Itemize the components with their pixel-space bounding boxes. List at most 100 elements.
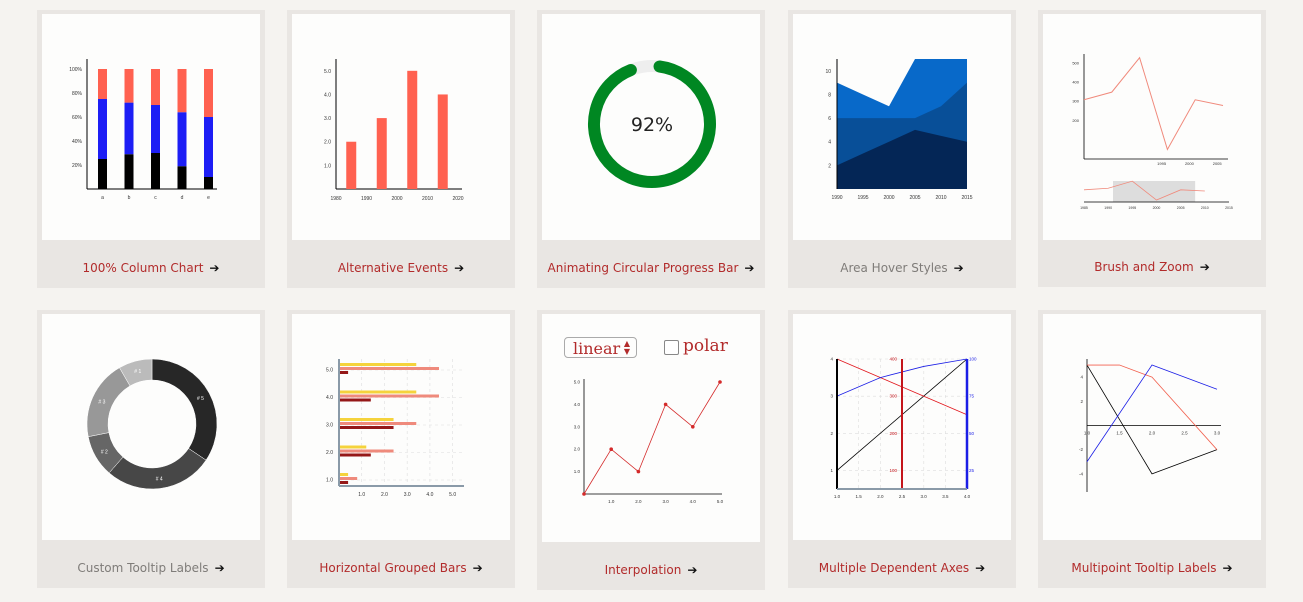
card-link[interactable]: Animating Circular Progress Bar ➔ bbox=[537, 261, 765, 275]
bar bbox=[376, 118, 387, 189]
bar bbox=[204, 69, 213, 117]
thumbnail[interactable]: 2 4 6 8 10 1990 1995 2000 2005 2010 2015 bbox=[793, 14, 1011, 240]
bar bbox=[204, 117, 213, 177]
thumbnail[interactable]: 1 2 3 4 100 200 300 400 25 50 75 100 1.0 1.5 2.0 2.5 3.0… bbox=[793, 314, 1011, 540]
bar bbox=[339, 418, 394, 421]
card-link-label[interactable]: Horizontal Grouped Bars bbox=[319, 561, 467, 575]
data-point bbox=[691, 425, 695, 429]
bar bbox=[339, 390, 417, 394]
arrow-right-icon: ➔ bbox=[214, 561, 225, 575]
card-multipoint-tooltip-labels[interactable]: -4 -2 2 4 1.0 1.5 2.0 2.5 3.0 Multipoint Tooltip… bbox=[1038, 310, 1266, 588]
card-link-label[interactable]: Brush and Zoom bbox=[1094, 260, 1194, 274]
card-link-label[interactable]: Interpolation bbox=[604, 563, 682, 577]
slice-label: # 1 bbox=[134, 369, 141, 375]
card-link-label[interactable]: Area Hover Styles bbox=[840, 261, 948, 275]
bar bbox=[339, 394, 439, 398]
line-series bbox=[1087, 364, 1218, 450]
tick-label: 3.5 bbox=[942, 494, 949, 499]
card-brush-and-zoom[interactable]: 200 300 400 500 1995 2000 2005 1985 1990 1995 2000… bbox=[1038, 10, 1266, 287]
progress-value: 92% bbox=[631, 114, 673, 136]
tick-label: 1995 bbox=[857, 195, 868, 201]
card-link[interactable]: Horizontal Grouped Bars ➔ bbox=[287, 561, 515, 575]
card-link[interactable]: Brush and Zoom ➔ bbox=[1038, 260, 1266, 274]
tick-label: 2 bbox=[1080, 399, 1083, 404]
tick-label: 2.0 bbox=[324, 140, 331, 146]
bar bbox=[339, 422, 417, 425]
interpolation-select[interactable]: linear ▲ ▼ bbox=[564, 337, 637, 358]
arrow-right-icon: ➔ bbox=[472, 561, 483, 575]
card-link-label[interactable]: Alternative Events bbox=[337, 261, 449, 275]
thumbnail[interactable]: # 5 # 4 # 2 # 3 # 1 bbox=[42, 314, 260, 540]
tick-label: 10 bbox=[825, 69, 831, 75]
thumbnail[interactable]: 200 300 400 500 1995 2000 2005 1985 1990 1995 2000… bbox=[1043, 14, 1261, 240]
thumbnail[interactable]: 92% bbox=[542, 14, 760, 240]
arrow-right-icon: ➔ bbox=[975, 561, 986, 575]
card-horizontal-grouped-bars[interactable]: 1.0 2.0 3.0 4.0 5.0 1.0 2.0 3.0 4.0 5.0 Horizonta… bbox=[287, 310, 515, 588]
thumbnail[interactable]: 1.0 2.0 3.0 4.0 5.0 1.0 2.0 3.0 4.0 5.0 linear ▲ ▼… bbox=[542, 314, 760, 542]
card-link[interactable]: Alternative Events ➔ bbox=[287, 261, 515, 275]
bar bbox=[339, 449, 394, 453]
tick-label: 2005 bbox=[909, 195, 920, 201]
tick-label: 80% bbox=[72, 91, 83, 97]
tick-label: 5.0 bbox=[717, 499, 724, 504]
tick-label: 100% bbox=[69, 67, 82, 73]
bar bbox=[124, 69, 134, 103]
tick-label: e bbox=[207, 195, 210, 201]
line-chart: 1.0 2.0 3.0 4.0 5.0 1.0 2.0 3.0 4.0 5.0 bbox=[574, 379, 724, 504]
tick-label: 500 bbox=[1072, 60, 1079, 65]
card-link[interactable]: Interpolation ➔ bbox=[537, 563, 765, 577]
thumbnail[interactable]: 20% 40% 60% 80% 100% a b c d e bbox=[42, 14, 260, 240]
card-interpolation[interactable]: 1.0 2.0 3.0 4.0 5.0 1.0 2.0 3.0 4.0 5.0 linear ▲ ▼… bbox=[537, 310, 765, 590]
card-link-label[interactable]: Custom Tooltip Labels bbox=[77, 561, 209, 575]
bar bbox=[98, 99, 107, 159]
line-series bbox=[583, 381, 721, 495]
polar-checkbox-label[interactable]: polar bbox=[683, 336, 728, 356]
thumbnail[interactable]: 1.0 2.0 3.0 4.0 5.0 1.0 2.0 3.0 4.0 5.0 bbox=[292, 314, 510, 540]
card-link[interactable]: 100% Column Chart ➔ bbox=[37, 261, 265, 275]
bar bbox=[124, 154, 134, 189]
card-link[interactable]: Multiple Dependent Axes ➔ bbox=[788, 561, 1016, 575]
thumbnail[interactable]: -4 -2 2 4 1.0 1.5 2.0 2.5 3.0 bbox=[1043, 314, 1261, 540]
card-area-hover-styles[interactable]: 2 4 6 8 10 1990 1995 2000 2005 2010 2015 Area Hove… bbox=[788, 10, 1016, 288]
card-link-label[interactable]: Animating Circular Progress Bar bbox=[547, 261, 739, 275]
column-chart: 20% 40% 60% 80% 100% a b c d e bbox=[69, 59, 217, 201]
tick-label: 6 bbox=[828, 116, 831, 122]
thumbnail[interactable]: 1.0 2.0 3.0 4.0 5.0 1980 1990 2000 2010 2020 bbox=[292, 14, 510, 240]
tick-label: 4 bbox=[828, 140, 831, 146]
card-link-label[interactable]: Multiple Dependent Axes bbox=[818, 561, 970, 575]
tick-label: 2020 bbox=[452, 196, 463, 202]
card-link-label[interactable]: Multipoint Tooltip Labels bbox=[1071, 561, 1217, 575]
bar bbox=[346, 141, 357, 189]
line-series bbox=[1083, 56, 1224, 151]
card-custom-tooltip-labels[interactable]: # 5 # 4 # 2 # 3 # 1 Custom Tooltip Labels ➔ bbox=[37, 310, 265, 588]
polar-checkbox[interactable] bbox=[664, 340, 679, 355]
card-link[interactable]: Multipoint Tooltip Labels ➔ bbox=[1038, 561, 1266, 575]
card-100-column-chart[interactable]: 20% 40% 60% 80% 100% a b c d e 100% Column Chart ➔ bbox=[37, 10, 265, 288]
select-arrows-icon: ▲ ▼ bbox=[623, 339, 630, 356]
bar bbox=[339, 473, 349, 476]
arrow-right-icon: ➔ bbox=[1199, 260, 1210, 274]
tick-label: 40% bbox=[72, 139, 83, 145]
tick-label: 4.0 bbox=[574, 402, 581, 407]
bar bbox=[437, 94, 448, 189]
horizontal-bar-chart: 1.0 2.0 3.0 4.0 5.0 1.0 2.0 3.0 4.0 5.0 bbox=[326, 359, 464, 498]
tick-label: 2010 bbox=[1201, 206, 1209, 210]
card-link-label[interactable]: 100% Column Chart bbox=[82, 261, 204, 275]
tick-label: 1.0 bbox=[834, 494, 841, 499]
tick-label: -2 bbox=[1079, 447, 1083, 452]
tick-label: 400 bbox=[889, 357, 897, 362]
bar bbox=[339, 477, 358, 480]
tick-label: 75 bbox=[969, 394, 975, 399]
card-multiple-dependent-axes[interactable]: 1 2 3 4 100 200 300 400 25 50 75 100 1.0 1.5 2.0 2.5 3.0… bbox=[788, 310, 1016, 588]
tick-label: 1995 bbox=[1157, 161, 1167, 166]
tick-label: 2000 bbox=[1153, 206, 1161, 210]
tick-label: 2.5 bbox=[899, 494, 906, 499]
card-circular-progress[interactable]: 92% Animating Circular Progress Bar ➔ bbox=[537, 10, 765, 288]
card-link[interactable]: Custom Tooltip Labels ➔ bbox=[37, 561, 265, 575]
tick-label: 200 bbox=[889, 431, 897, 436]
tick-label: 1.0 bbox=[574, 469, 581, 474]
card-alternative-events[interactable]: 1.0 2.0 3.0 4.0 5.0 1980 1990 2000 2010 2020 Alte… bbox=[287, 10, 515, 288]
card-link[interactable]: Area Hover Styles ➔ bbox=[788, 261, 1016, 275]
tick-label: 2.0 bbox=[635, 499, 642, 504]
multi-axis-chart: 1 2 3 4 100 200 300 400 25 50 75 100 1.0 1.5 2.0 2.5 3.0… bbox=[830, 357, 977, 500]
